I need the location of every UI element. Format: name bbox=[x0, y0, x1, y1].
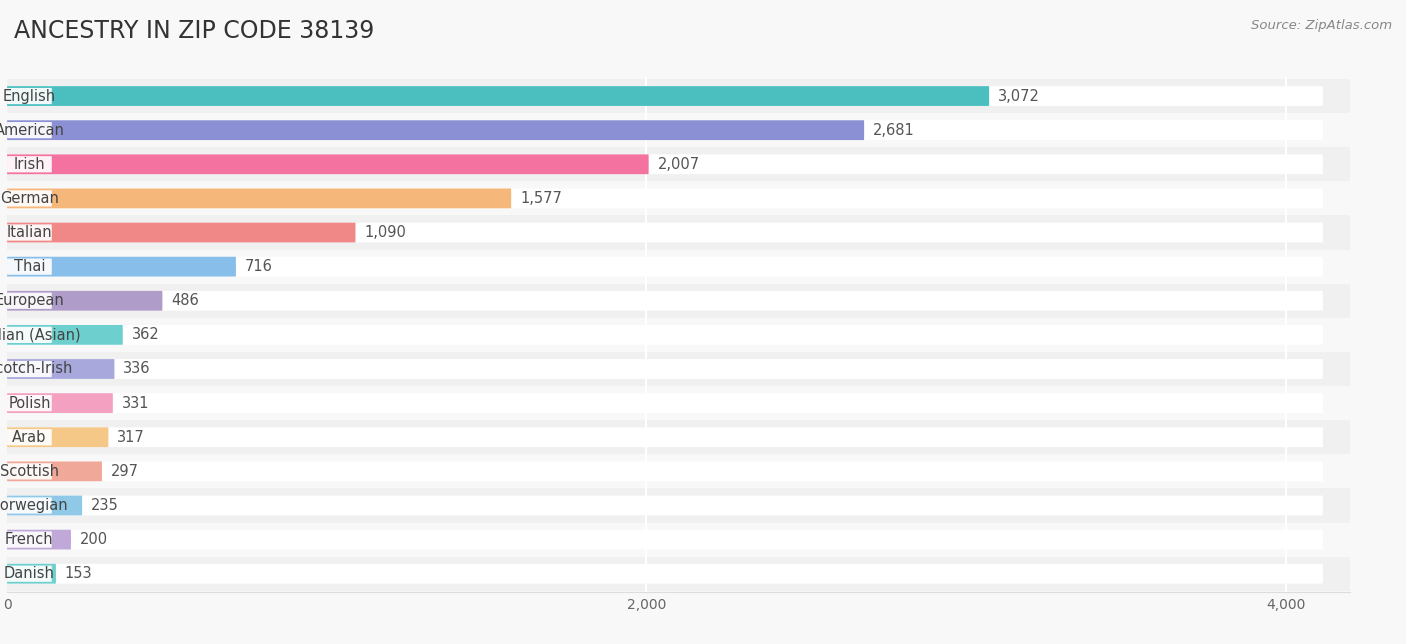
Bar bbox=[7, 556, 1350, 591]
FancyBboxPatch shape bbox=[7, 120, 865, 140]
FancyBboxPatch shape bbox=[7, 395, 52, 412]
Text: Thai: Thai bbox=[14, 259, 45, 274]
FancyBboxPatch shape bbox=[7, 530, 1323, 549]
FancyBboxPatch shape bbox=[7, 497, 52, 513]
Text: European: European bbox=[0, 293, 65, 308]
Text: 1,090: 1,090 bbox=[364, 225, 406, 240]
FancyBboxPatch shape bbox=[7, 564, 1323, 583]
Text: 2,007: 2,007 bbox=[658, 156, 700, 172]
Bar bbox=[7, 522, 1350, 556]
Text: 297: 297 bbox=[111, 464, 139, 479]
FancyBboxPatch shape bbox=[7, 428, 1323, 447]
Bar bbox=[7, 352, 1350, 386]
FancyBboxPatch shape bbox=[7, 122, 52, 138]
Text: Italian: Italian bbox=[7, 225, 52, 240]
Bar bbox=[7, 488, 1350, 522]
FancyBboxPatch shape bbox=[7, 359, 1323, 379]
FancyBboxPatch shape bbox=[7, 291, 1323, 310]
FancyBboxPatch shape bbox=[7, 393, 1323, 413]
FancyBboxPatch shape bbox=[7, 496, 82, 515]
FancyBboxPatch shape bbox=[7, 429, 52, 446]
FancyBboxPatch shape bbox=[7, 531, 52, 547]
FancyBboxPatch shape bbox=[7, 190, 52, 207]
Text: Arab: Arab bbox=[13, 430, 46, 445]
FancyBboxPatch shape bbox=[7, 223, 356, 242]
FancyBboxPatch shape bbox=[7, 393, 112, 413]
Text: 3,072: 3,072 bbox=[998, 88, 1040, 104]
Text: Scotch-Irish: Scotch-Irish bbox=[0, 361, 73, 377]
Text: Norwegian: Norwegian bbox=[0, 498, 69, 513]
FancyBboxPatch shape bbox=[7, 359, 114, 379]
Text: 2,681: 2,681 bbox=[873, 122, 915, 138]
FancyBboxPatch shape bbox=[7, 428, 108, 447]
Text: 362: 362 bbox=[132, 327, 159, 343]
FancyBboxPatch shape bbox=[7, 258, 52, 275]
Text: Polish: Polish bbox=[8, 395, 51, 411]
Bar bbox=[7, 454, 1350, 488]
Text: French: French bbox=[6, 532, 53, 547]
FancyBboxPatch shape bbox=[7, 156, 52, 173]
Text: American: American bbox=[0, 122, 65, 138]
Text: Irish: Irish bbox=[14, 156, 45, 172]
FancyBboxPatch shape bbox=[7, 462, 1323, 481]
Bar bbox=[7, 420, 1350, 454]
FancyBboxPatch shape bbox=[7, 155, 1323, 174]
FancyBboxPatch shape bbox=[7, 291, 163, 310]
FancyBboxPatch shape bbox=[7, 530, 70, 549]
FancyBboxPatch shape bbox=[7, 327, 52, 343]
FancyBboxPatch shape bbox=[7, 462, 103, 481]
Text: English: English bbox=[3, 88, 56, 104]
FancyBboxPatch shape bbox=[7, 292, 52, 309]
Text: Indian (Asian): Indian (Asian) bbox=[0, 327, 80, 343]
FancyBboxPatch shape bbox=[7, 120, 1323, 140]
FancyBboxPatch shape bbox=[7, 361, 52, 377]
FancyBboxPatch shape bbox=[7, 325, 1323, 345]
Text: 153: 153 bbox=[65, 566, 93, 582]
Bar bbox=[7, 284, 1350, 318]
FancyBboxPatch shape bbox=[7, 88, 52, 104]
Text: 486: 486 bbox=[172, 293, 200, 308]
Text: 331: 331 bbox=[122, 395, 149, 411]
Bar bbox=[7, 250, 1350, 284]
Text: 336: 336 bbox=[124, 361, 150, 377]
FancyBboxPatch shape bbox=[7, 463, 52, 480]
Text: 716: 716 bbox=[245, 259, 273, 274]
Text: 200: 200 bbox=[80, 532, 108, 547]
Text: ANCESTRY IN ZIP CODE 38139: ANCESTRY IN ZIP CODE 38139 bbox=[14, 19, 374, 43]
Bar bbox=[7, 386, 1350, 420]
Bar bbox=[7, 216, 1350, 250]
Text: 317: 317 bbox=[117, 430, 145, 445]
Bar bbox=[7, 147, 1350, 182]
FancyBboxPatch shape bbox=[7, 257, 236, 276]
Bar bbox=[7, 113, 1350, 147]
FancyBboxPatch shape bbox=[7, 223, 1323, 242]
Bar bbox=[7, 79, 1350, 113]
Text: Source: ZipAtlas.com: Source: ZipAtlas.com bbox=[1251, 19, 1392, 32]
Bar bbox=[7, 182, 1350, 216]
Text: Scottish: Scottish bbox=[0, 464, 59, 479]
FancyBboxPatch shape bbox=[7, 86, 990, 106]
FancyBboxPatch shape bbox=[7, 565, 52, 582]
FancyBboxPatch shape bbox=[7, 257, 1323, 276]
FancyBboxPatch shape bbox=[7, 155, 648, 174]
FancyBboxPatch shape bbox=[7, 325, 122, 345]
FancyBboxPatch shape bbox=[7, 86, 1323, 106]
FancyBboxPatch shape bbox=[7, 564, 56, 583]
Bar bbox=[7, 318, 1350, 352]
FancyBboxPatch shape bbox=[7, 189, 512, 208]
Text: 235: 235 bbox=[91, 498, 120, 513]
Text: Danish: Danish bbox=[4, 566, 55, 582]
FancyBboxPatch shape bbox=[7, 224, 52, 241]
FancyBboxPatch shape bbox=[7, 496, 1323, 515]
Text: German: German bbox=[0, 191, 59, 206]
FancyBboxPatch shape bbox=[7, 189, 1323, 208]
Text: 1,577: 1,577 bbox=[520, 191, 562, 206]
